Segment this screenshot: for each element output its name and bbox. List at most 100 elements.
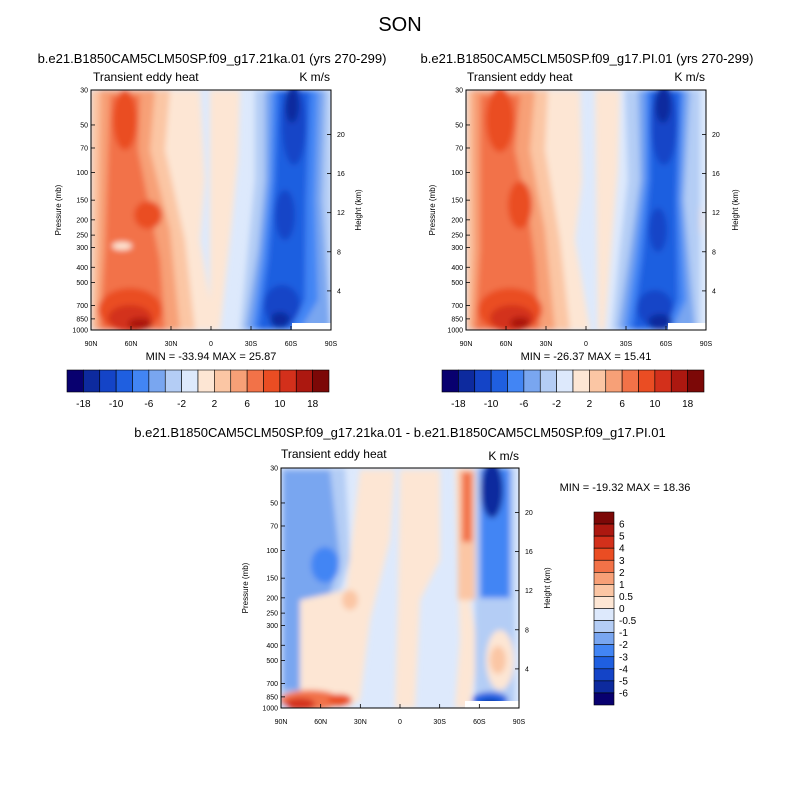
colorbar-label: -3: [619, 652, 628, 663]
y-tick-label: 1000: [262, 706, 278, 713]
contour-pos-7: [462, 472, 472, 542]
colorbar-label: 3: [619, 556, 625, 567]
x-tick-label: 90S: [513, 719, 526, 726]
colorbar-label: -4: [619, 664, 628, 675]
panel-difference: b.e21.B1850CAM5CLM50SP.f09_g17.21ka.01 -…: [134, 425, 690, 726]
colorbar-label: -10: [109, 399, 124, 410]
colorbar-cell: [593, 559, 615, 573]
contour-pos-6: [508, 181, 532, 229]
y-ticks: 30 50 70 100 150 200 250 300 400 500 700 850 1000: [447, 88, 470, 335]
y-tick-label: 300: [76, 245, 88, 252]
y-axis-label: Pressure (mb): [54, 184, 63, 235]
topography-mask: [668, 323, 706, 330]
colorbar-cell: [539, 369, 557, 393]
colorbar-cell: [556, 369, 574, 393]
colorbar-cell: [593, 596, 615, 609]
colorbar-cell: [621, 369, 639, 393]
contour-pos-4: [100, 95, 165, 330]
colorbar-label: -1: [619, 628, 628, 639]
colorbar-cell: [593, 572, 615, 585]
y-ticks: 30 50 70 100 150 200 250 300 400 500 700 850 1000: [72, 88, 95, 335]
y-tick-label: 700: [76, 303, 88, 310]
colorbar-cell: [638, 369, 656, 393]
y2-tick-label: 12: [712, 210, 720, 217]
colorbar-cell: [132, 369, 150, 393]
colorbar: -18 -10 -6 -2 2 6 10 18: [66, 369, 330, 410]
x-ticks: 90N 60N 30N 0 30S 60S 90S: [85, 326, 338, 348]
colorbar-cell: [593, 620, 615, 633]
y2-tick-label: 8: [337, 249, 341, 256]
contour-field: [91, 90, 331, 330]
y-tick-label: 700: [266, 681, 278, 688]
x-tick-label: 0: [209, 341, 213, 348]
y2-axis-label: Height (km): [731, 189, 740, 231]
y-tick-label: 300: [451, 245, 463, 252]
page-title: SON: [378, 14, 421, 36]
y-tick-label: 850: [451, 316, 463, 323]
colorbar-cell: [593, 644, 615, 658]
y2-axis-label: Height (km): [354, 189, 363, 231]
colorbar-cell: [99, 369, 117, 393]
contour-pos-8: [490, 305, 534, 330]
colorbar-cell: [593, 608, 615, 621]
colorbar-label: 10: [274, 399, 286, 410]
y-tick-label: 1000: [447, 328, 463, 335]
colorbar-cell: [197, 369, 215, 393]
colorbar-cell: [593, 692, 615, 706]
y2-tick-label: 20: [712, 132, 720, 139]
subtitle-left: Transient eddy heat: [281, 447, 387, 461]
x-tick-label: 30N: [540, 341, 553, 348]
colorbar-label: 6: [244, 399, 250, 410]
colorbar-label: 2: [212, 399, 218, 410]
colorbar-cell: [593, 668, 615, 682]
min-max-stats: MIN = -19.32 MAX = 18.36: [560, 482, 691, 494]
contour-pos-3: [342, 590, 358, 610]
subtitle-right: K m/s: [488, 449, 519, 463]
colorbar-cell: [279, 369, 297, 393]
y-tick-label: 70: [80, 145, 88, 152]
colorbar-label: -18: [451, 399, 466, 410]
y2-tick-label: 16: [337, 171, 345, 178]
colorbar-cell: [589, 369, 607, 393]
y2-tick-label: 4: [712, 288, 716, 295]
y-tick-label: 150: [266, 576, 278, 583]
colorbar-label: 0: [619, 604, 625, 615]
colorbar-cell: [246, 369, 264, 393]
y-tick-label: 250: [76, 233, 88, 240]
x-tick-label: 0: [398, 719, 402, 726]
y2-tick-label: 4: [337, 288, 341, 295]
contour-pos-hole: [112, 242, 132, 250]
y-tick-label: 150: [76, 198, 88, 205]
y-tick-label: 100: [451, 170, 463, 177]
contour-pos-11: [285, 698, 315, 708]
colorbar-label: 5: [619, 532, 625, 543]
subtitle-right: K m/s: [674, 70, 705, 84]
colorbar-cell: [214, 369, 232, 393]
colorbar-label: 4: [619, 544, 625, 555]
panel-title: b.e21.B1850CAM5CLM50SP.f09_g17.21ka.01 -…: [134, 425, 665, 440]
y-tick-label: 1000: [72, 328, 88, 335]
y-tick-label: 150: [451, 198, 463, 205]
y2-axis-label: Height (km): [543, 567, 552, 609]
colorbar-cell: [687, 369, 705, 393]
colorbar-label: -0.5: [619, 616, 637, 627]
x-ticks: 90N 60N 30N 0 30S 60S 90S: [275, 704, 526, 726]
contour-pos-4: [395, 470, 440, 708]
x-ticks: 90N 60N 30N 0 30S 60S 90S: [460, 326, 713, 348]
x-tick-label: 60S: [660, 341, 673, 348]
subtitle-left: Transient eddy heat: [467, 70, 573, 84]
y-tick-label: 50: [80, 122, 88, 129]
colorbar: -18 -10 -6 -2 2 6 10 18: [441, 369, 705, 410]
colorbar-label: 2: [619, 568, 625, 579]
y2-ticks: 4 8 12 16 20: [702, 132, 720, 295]
y2-ticks: 4 8 12 16 20: [327, 132, 345, 295]
y-tick-label: 850: [76, 316, 88, 323]
colorbar-cell: [593, 656, 615, 670]
topography-mask: [465, 701, 519, 708]
x-tick-label: 30S: [620, 341, 633, 348]
colorbar-label: 6: [619, 399, 625, 410]
x-tick-label: 60S: [473, 719, 486, 726]
y2-tick-label: 12: [337, 210, 345, 217]
colorbar-cell: [83, 369, 101, 393]
